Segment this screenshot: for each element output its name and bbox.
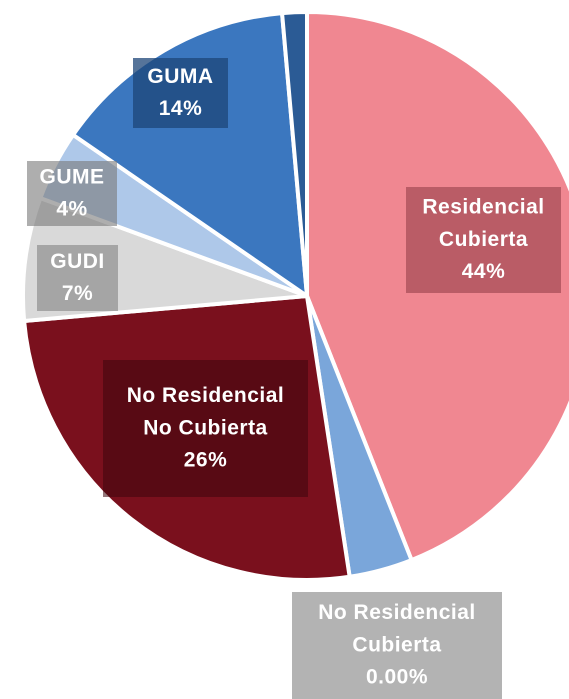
category-label: No Residencial Cubierta	[318, 601, 476, 657]
value-label: 4%	[56, 197, 87, 220]
value-label: 44%	[462, 260, 506, 283]
label-box	[103, 360, 308, 497]
label-box	[27, 161, 117, 226]
pie-slice	[70, 10, 310, 301]
category-label: GUME	[40, 165, 105, 188]
category-label: GUDI	[50, 249, 105, 272]
label-box	[292, 592, 502, 699]
label-box	[37, 245, 118, 311]
value-label: 7%	[62, 282, 93, 305]
pie-slice	[279, 9, 309, 297]
pie-slice	[305, 9, 569, 563]
value-label: 26%	[184, 449, 228, 472]
category-label: No Residencial No Cubierta	[127, 384, 285, 440]
category-label: Residencial Cubierta	[422, 195, 544, 251]
value-label: 0.00%	[366, 666, 428, 689]
value-label: 14%	[159, 97, 203, 120]
label-box	[133, 58, 228, 128]
label-box	[406, 187, 561, 293]
category-label: GUMA	[147, 64, 213, 87]
